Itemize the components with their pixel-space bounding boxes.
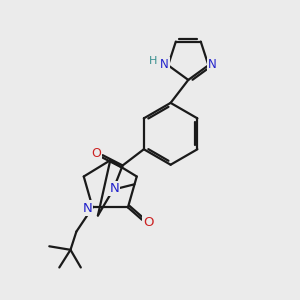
Text: N: N (82, 202, 92, 214)
Text: N: N (160, 58, 169, 70)
Text: O: O (143, 216, 154, 229)
Text: O: O (91, 147, 101, 160)
Text: H: H (148, 56, 157, 66)
Text: N: N (208, 58, 216, 70)
Text: N: N (110, 182, 119, 195)
